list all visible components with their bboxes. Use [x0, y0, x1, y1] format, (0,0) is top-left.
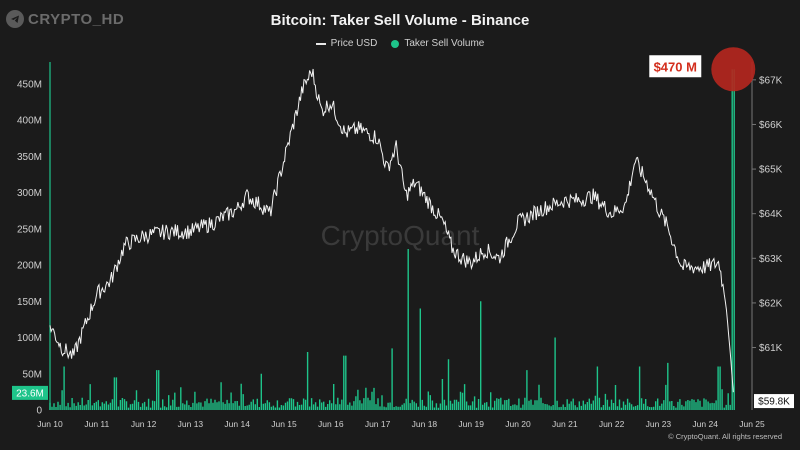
left-tick-label: 0	[36, 406, 42, 417]
current-volume-label: 23.6M	[16, 388, 44, 399]
chart-title: Bitcoin: Taker Sell Volume - Binance	[270, 12, 530, 29]
x-tick-label: Jun 25	[739, 419, 765, 429]
x-tick-label: Jun 21	[552, 419, 578, 429]
legend-label-volume: Taker Sell Volume	[404, 38, 485, 49]
right-tick-label: $61K	[759, 343, 783, 354]
cryptoquant-watermark: CryptoQuant	[321, 220, 480, 251]
x-tick-label: Jun 20	[505, 419, 531, 429]
right-tick-label: $67K	[759, 75, 783, 86]
left-tick-label: 350M	[17, 152, 42, 163]
left-tick-label: 150M	[17, 297, 42, 308]
x-tick-label: Jun 14	[224, 419, 250, 429]
volume-bars	[49, 69, 735, 410]
x-tick-label: Jun 10	[37, 419, 63, 429]
peak-label: $470 M	[654, 59, 697, 74]
left-tick-label: 200M	[17, 261, 42, 272]
x-tick-label: Jun 12	[131, 419, 157, 429]
chart-legend: Price USD Taker Sell Volume	[0, 38, 800, 49]
peak-label-box	[649, 55, 702, 78]
price-line-swatch	[315, 42, 326, 45]
x-tick-label: Jun 19	[458, 419, 484, 429]
legend-label-price: Price USD	[330, 38, 378, 49]
x-tick-label: Jun 17	[365, 419, 391, 429]
peak-marker	[711, 47, 756, 92]
right-tick-label: $63K	[759, 254, 783, 265]
left-tick-label: 400M	[17, 116, 42, 127]
right-tick-label: $65K	[759, 165, 783, 176]
current-price-label: $59.8K	[758, 397, 790, 408]
left-tick-label: 100M	[17, 333, 42, 344]
right-tick-label: $62K	[759, 298, 783, 309]
x-tick-label: Jun 13	[178, 419, 204, 429]
x-tick-label: Jun 18	[412, 419, 438, 429]
x-tick-label: Jun 16	[318, 419, 344, 429]
x-tick-label: Jun 15	[271, 419, 297, 429]
volume-dot-swatch	[391, 39, 400, 48]
legend-item-volume[interactable]: Taker Sell Volume	[391, 38, 484, 49]
x-tick-label: Jun 24	[692, 419, 718, 429]
price-line	[49, 68, 734, 393]
copyright-text: © CryptoQuant. All rights reserved	[668, 432, 782, 441]
right-tick-label: $66K	[759, 120, 783, 131]
left-tick-label: 300M	[17, 188, 42, 199]
left-tick-label: 250M	[17, 224, 42, 235]
x-tick-label: Jun 22	[599, 419, 625, 429]
telegram-icon	[6, 10, 24, 28]
brand-watermark: CRYPTO_HD	[6, 10, 124, 28]
left-tick-label: 50M	[23, 369, 42, 380]
legend-item-price[interactable]: Price USD	[315, 38, 378, 49]
x-tick-label: Jun 11	[84, 419, 109, 429]
brand-watermark-text: CRYPTO_HD	[28, 10, 125, 28]
left-tick-label: 450M	[17, 79, 42, 90]
x-tick-label: Jun 23	[646, 419, 672, 429]
current-price-badge	[754, 394, 794, 409]
right-tick-label: $64K	[759, 209, 783, 220]
current-volume-badge	[12, 385, 48, 400]
